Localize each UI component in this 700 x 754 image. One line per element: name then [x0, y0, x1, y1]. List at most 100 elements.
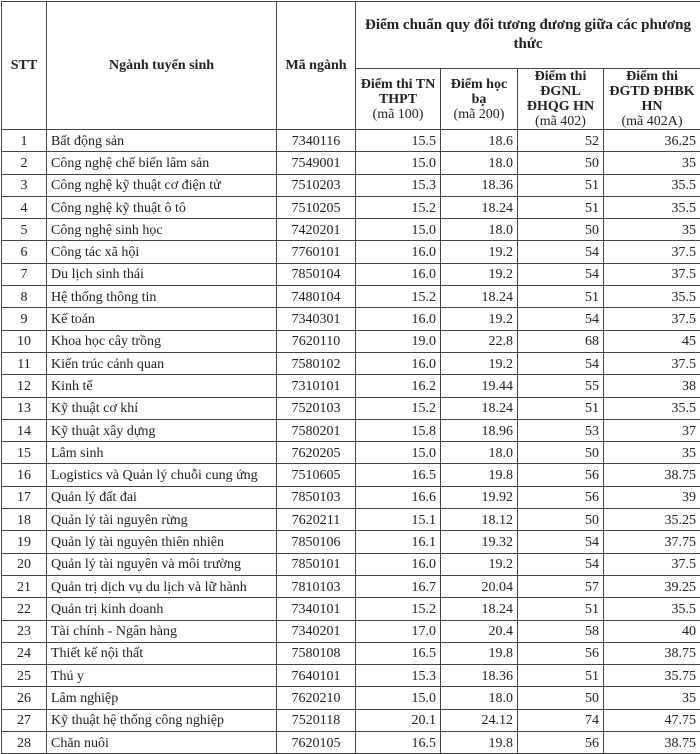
row-major: Quản lý tài nguyên thiên nhiên [47, 531, 277, 553]
row-major: Tài chính - Ngân hàng [47, 620, 277, 642]
row-stt: 8 [2, 286, 47, 308]
score-dgtd: 37.75 [604, 531, 700, 553]
header-method: Điểm thi ĐGTD ĐHBK HN(mã 402A) [604, 69, 700, 130]
score-dgtd: 35 [604, 152, 700, 174]
row-code: 7640101 [277, 665, 356, 687]
row-stt: 28 [2, 732, 47, 754]
row-stt: 18 [2, 509, 47, 531]
row-major: Lâm nghiệp [47, 687, 277, 709]
row-major: Kế toán [47, 308, 277, 330]
score-hoc-ba: 20.04 [441, 575, 518, 597]
score-hoc-ba: 18.24 [441, 286, 518, 308]
row-major: Kiến trúc cảnh quan [47, 352, 277, 374]
score-thpt: 16.5 [356, 464, 441, 486]
row-code: 7620205 [277, 442, 356, 464]
method-code: (mã 402A) [608, 114, 696, 129]
score-thpt: 15.2 [356, 286, 441, 308]
method-title: Điểm thi ĐGNL ĐHQG HN [522, 69, 599, 114]
score-dgtd: 35.5 [604, 397, 700, 419]
row-stt: 3 [2, 174, 47, 196]
score-dgnl: 55 [518, 375, 604, 397]
score-dgtd: 38.75 [604, 642, 700, 664]
row-major: Lâm sinh [47, 442, 277, 464]
score-dgtd: 45 [604, 330, 700, 352]
row-stt: 22 [2, 598, 47, 620]
row-code: 7510205 [277, 196, 356, 218]
score-thpt: 15.8 [356, 419, 441, 441]
score-thpt: 20.1 [356, 709, 441, 731]
score-hoc-ba: 18.24 [441, 196, 518, 218]
score-dgtd: 35 [604, 442, 700, 464]
score-hoc-ba: 18.36 [441, 174, 518, 196]
score-dgnl: 56 [518, 732, 604, 754]
score-thpt: 16.5 [356, 642, 441, 664]
row-stt: 25 [2, 665, 47, 687]
score-dgnl: 50 [518, 442, 604, 464]
score-dgtd: 37.5 [604, 352, 700, 374]
score-dgtd: 35.5 [604, 286, 700, 308]
score-dgnl: 50 [518, 152, 604, 174]
row-stt: 11 [2, 352, 47, 374]
score-dgtd: 35.5 [604, 598, 700, 620]
row-major: Hệ thống thông tin [47, 286, 277, 308]
score-hoc-ba: 22.8 [441, 330, 518, 352]
score-dgtd: 35.5 [604, 174, 700, 196]
method-code: (mã 100) [360, 107, 436, 122]
score-dgnl: 50 [518, 687, 604, 709]
row-code: 7620211 [277, 509, 356, 531]
score-hoc-ba: 18.12 [441, 509, 518, 531]
score-thpt: 16.6 [356, 486, 441, 508]
score-dgtd: 38.75 [604, 732, 700, 754]
score-dgtd: 40 [604, 620, 700, 642]
score-hoc-ba: 19.2 [441, 352, 518, 374]
row-stt: 24 [2, 642, 47, 664]
row-code: 7620105 [277, 732, 356, 754]
score-thpt: 15.5 [356, 130, 441, 152]
score-dgnl: 68 [518, 330, 604, 352]
score-dgtd: 35.25 [604, 509, 700, 531]
score-hoc-ba: 19.8 [441, 732, 518, 754]
score-hoc-ba: 18.24 [441, 598, 518, 620]
row-stt: 10 [2, 330, 47, 352]
row-code: 7340101 [277, 598, 356, 620]
score-thpt: 15.2 [356, 397, 441, 419]
score-dgnl: 54 [518, 553, 604, 575]
score-dgnl: 54 [518, 241, 604, 263]
score-dgtd: 36.25 [604, 130, 700, 152]
row-code: 7520103 [277, 397, 356, 419]
score-dgnl: 51 [518, 196, 604, 218]
score-dgnl: 54 [518, 263, 604, 285]
row-code: 7340201 [277, 620, 356, 642]
score-hoc-ba: 19.2 [441, 308, 518, 330]
row-stt: 26 [2, 687, 47, 709]
score-dgtd: 35 [604, 687, 700, 709]
row-code: 7480104 [277, 286, 356, 308]
row-code: 7510605 [277, 464, 356, 486]
score-thpt: 16.0 [356, 263, 441, 285]
score-dgtd: 35.5 [604, 196, 700, 218]
row-stt: 27 [2, 709, 47, 731]
row-stt: 2 [2, 152, 47, 174]
score-hoc-ba: 18.0 [441, 152, 518, 174]
row-stt: 4 [2, 196, 47, 218]
row-stt: 21 [2, 575, 47, 597]
score-thpt: 15.0 [356, 442, 441, 464]
score-hoc-ba: 18.36 [441, 665, 518, 687]
score-hoc-ba: 18.96 [441, 419, 518, 441]
score-hoc-ba: 18.0 [441, 442, 518, 464]
header-method: Điểm học bạ(mã 200) [441, 69, 518, 130]
score-dgnl: 51 [518, 598, 604, 620]
score-hoc-ba: 19.44 [441, 375, 518, 397]
row-code: 7850104 [277, 263, 356, 285]
